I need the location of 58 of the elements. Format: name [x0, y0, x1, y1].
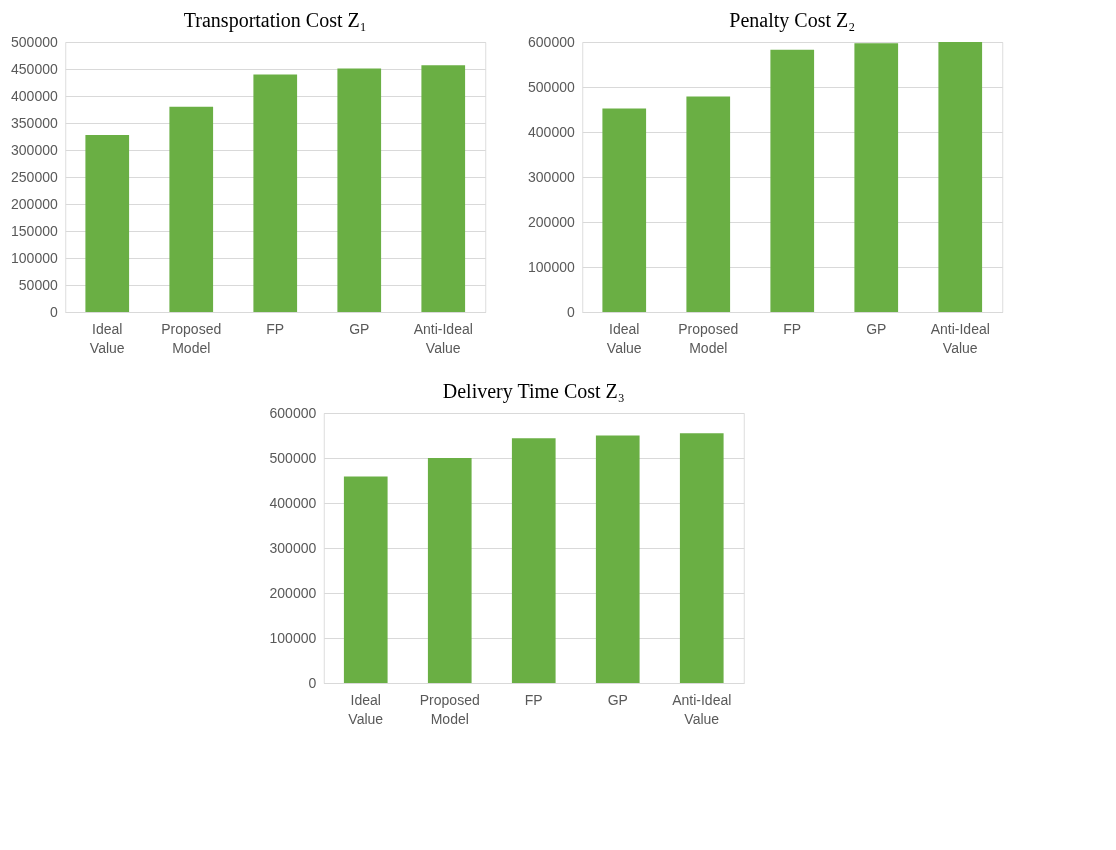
x-tick-label: GP [607, 691, 628, 708]
y-tick-label: 400000 [269, 494, 317, 511]
bar [938, 42, 983, 312]
x-tick-label: Ideal Value [606, 320, 642, 356]
bar [686, 96, 731, 312]
y-tick-label: 600000 [269, 404, 317, 421]
x-tick-label: Anti-Ideal Value [672, 691, 732, 727]
y-tick-label: 450000 [11, 60, 58, 77]
x-tick-label: Anti-Ideal Value [930, 320, 990, 356]
y-tick-label: 400000 [11, 87, 58, 104]
bar [343, 476, 388, 683]
y-tick-label: 600000 [528, 33, 575, 50]
y-tick-label: 300000 [528, 168, 575, 185]
x-tick-label: Proposed Model [678, 320, 739, 356]
bar [595, 435, 640, 683]
y-tick-label: 200000 [528, 213, 575, 230]
bar [679, 433, 724, 683]
bar [770, 49, 815, 312]
x-tick-label: FP [524, 691, 543, 708]
y-tick-label: 0 [49, 303, 58, 320]
y-tick-label: 0 [308, 674, 317, 691]
y-tick-label: 350000 [11, 114, 58, 131]
x-tick-label: FP [266, 320, 285, 337]
x-tick-label: Ideal Value [89, 320, 125, 356]
x-tick-label: Proposed Model [161, 320, 222, 356]
x-tick-label: Proposed Model [419, 691, 480, 727]
chart-title: Delivery Time Cost Z₃ [442, 380, 625, 403]
chart-title: Transportation Cost Z₁ [183, 9, 367, 32]
bar [602, 108, 647, 312]
bar [511, 438, 556, 683]
y-tick-label: 100000 [528, 258, 575, 275]
y-tick-label: 250000 [11, 168, 58, 185]
y-tick-label: 0 [566, 303, 575, 320]
bar [854, 43, 899, 312]
x-tick-label: FP [783, 320, 802, 337]
bar [421, 65, 466, 312]
x-tick-label: Ideal Value [348, 691, 384, 727]
bar [169, 106, 214, 312]
bar [427, 458, 472, 683]
y-tick-label: 200000 [269, 584, 317, 601]
y-tick-label: 50000 [18, 276, 58, 293]
y-tick-label: 500000 [11, 33, 58, 50]
bar [85, 134, 130, 312]
bar [253, 74, 298, 312]
y-tick-label: 100000 [269, 629, 317, 646]
y-tick-label: 200000 [11, 195, 58, 212]
bar [337, 68, 382, 312]
x-tick-label: GP [866, 320, 887, 337]
y-tick-label: 300000 [11, 141, 58, 158]
y-tick-label: 300000 [269, 539, 317, 556]
y-tick-label: 500000 [269, 449, 317, 466]
x-tick-label: Anti-Ideal Value [413, 320, 473, 356]
y-tick-label: 100000 [11, 249, 58, 266]
y-tick-label: 400000 [528, 123, 575, 140]
x-tick-label: GP [349, 320, 370, 337]
chart-title: Penalty Cost Z₂ [729, 9, 856, 32]
y-tick-label: 500000 [528, 78, 575, 95]
y-tick-label: 150000 [11, 222, 58, 239]
